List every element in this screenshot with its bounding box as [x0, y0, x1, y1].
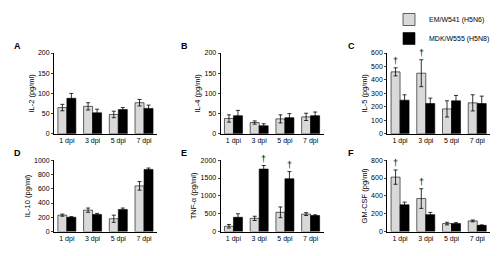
- svg-text:1 dpi: 1 dpi: [392, 235, 408, 243]
- svg-text:500: 500: [371, 63, 383, 70]
- svg-text:5 dpi: 5 dpi: [277, 137, 293, 145]
- svg-text:0: 0: [212, 130, 216, 137]
- svg-text:IL-2 (pg/ml): IL-2 (pg/ml): [27, 74, 36, 113]
- svg-text:100: 100: [205, 90, 217, 97]
- svg-text:MDK/W555 (H5N8): MDK/W555 (H5N8): [429, 35, 489, 43]
- svg-text:3 dpi: 3 dpi: [252, 235, 268, 243]
- svg-text:800: 800: [38, 171, 50, 178]
- svg-text:0: 0: [46, 130, 50, 137]
- svg-text:1 dpi: 1 dpi: [59, 235, 75, 243]
- svg-text:200: 200: [371, 103, 383, 110]
- svg-text:†: †: [287, 160, 292, 170]
- svg-text:5 dpi: 5 dpi: [277, 235, 293, 243]
- svg-text:2000: 2000: [201, 157, 217, 164]
- svg-text:IL-10 (pg/ml): IL-10 (pg/ml): [23, 174, 32, 217]
- svg-text:7 dpi: 7 dpi: [470, 137, 486, 145]
- svg-text:5 dpi: 5 dpi: [111, 235, 127, 243]
- svg-text:3 dpi: 3 dpi: [85, 235, 101, 243]
- svg-text:150: 150: [205, 70, 217, 77]
- svg-text:†: †: [393, 158, 398, 168]
- svg-text:A: A: [14, 41, 21, 51]
- svg-text:7 dpi: 7 dpi: [136, 235, 152, 243]
- svg-text:7 dpi: 7 dpi: [303, 235, 319, 243]
- svg-text:0: 0: [379, 228, 383, 235]
- svg-text:5 dpi: 5 dpi: [444, 137, 460, 145]
- svg-text:†: †: [419, 177, 424, 187]
- svg-text:600: 600: [38, 185, 50, 192]
- svg-text:F: F: [348, 148, 354, 158]
- svg-text:300: 300: [371, 90, 383, 97]
- svg-text:800: 800: [371, 157, 383, 164]
- svg-text:7 dpi: 7 dpi: [303, 137, 319, 145]
- svg-text:TNF-α (pg/ml): TNF-α (pg/ml): [189, 172, 198, 219]
- svg-text:D: D: [14, 148, 21, 158]
- svg-text:IL-4 (pg/ml): IL-4 (pg/ml): [193, 74, 202, 113]
- svg-text:1 dpi: 1 dpi: [226, 137, 242, 145]
- svg-text:0: 0: [379, 130, 383, 137]
- svg-text:E: E: [181, 148, 187, 158]
- svg-text:500: 500: [205, 210, 217, 217]
- svg-text:200: 200: [371, 210, 383, 217]
- svg-text:200: 200: [205, 49, 217, 56]
- svg-text:50: 50: [42, 110, 50, 117]
- svg-text:GM-CSF (pg/ml): GM-CSF (pg/ml): [360, 168, 369, 224]
- svg-text:1000: 1000: [201, 192, 217, 199]
- svg-text:†: †: [419, 48, 424, 58]
- svg-text:50: 50: [208, 110, 216, 117]
- svg-text:150: 150: [38, 70, 50, 77]
- svg-text:1 dpi: 1 dpi: [59, 137, 75, 145]
- svg-text:600: 600: [371, 174, 383, 181]
- svg-text:3 dpi: 3 dpi: [418, 137, 434, 145]
- svg-text:400: 400: [38, 199, 50, 206]
- svg-text:1000: 1000: [34, 157, 50, 164]
- svg-text:1500: 1500: [201, 174, 217, 181]
- svg-text:1 dpi: 1 dpi: [226, 235, 242, 243]
- svg-text:400: 400: [371, 192, 383, 199]
- svg-text:3 dpi: 3 dpi: [252, 137, 268, 145]
- svg-text:100: 100: [38, 90, 50, 97]
- svg-text:400: 400: [371, 76, 383, 83]
- svg-text:200: 200: [38, 214, 50, 221]
- svg-text:†: †: [393, 56, 398, 66]
- svg-text:5 dpi: 5 dpi: [111, 137, 127, 145]
- svg-text:5 dpi: 5 dpi: [444, 235, 460, 243]
- svg-text:IL-5 (pg/ml): IL-5 (pg/ml): [360, 74, 369, 113]
- svg-text:1 dpi: 1 dpi: [392, 137, 408, 145]
- svg-text:0: 0: [212, 228, 216, 235]
- svg-text:3 dpi: 3 dpi: [418, 235, 434, 243]
- svg-text:B: B: [181, 41, 188, 51]
- svg-text:100: 100: [371, 117, 383, 124]
- svg-text:C: C: [348, 41, 355, 51]
- svg-text:600: 600: [371, 49, 383, 56]
- svg-text:0: 0: [46, 228, 50, 235]
- svg-text:EM/W541 (H5N6): EM/W541 (H5N6): [429, 16, 484, 24]
- svg-text:3 dpi: 3 dpi: [85, 137, 101, 145]
- svg-text:†: †: [261, 154, 266, 164]
- svg-text:7 dpi: 7 dpi: [470, 235, 486, 243]
- svg-text:200: 200: [38, 49, 50, 56]
- svg-text:7 dpi: 7 dpi: [136, 137, 152, 145]
